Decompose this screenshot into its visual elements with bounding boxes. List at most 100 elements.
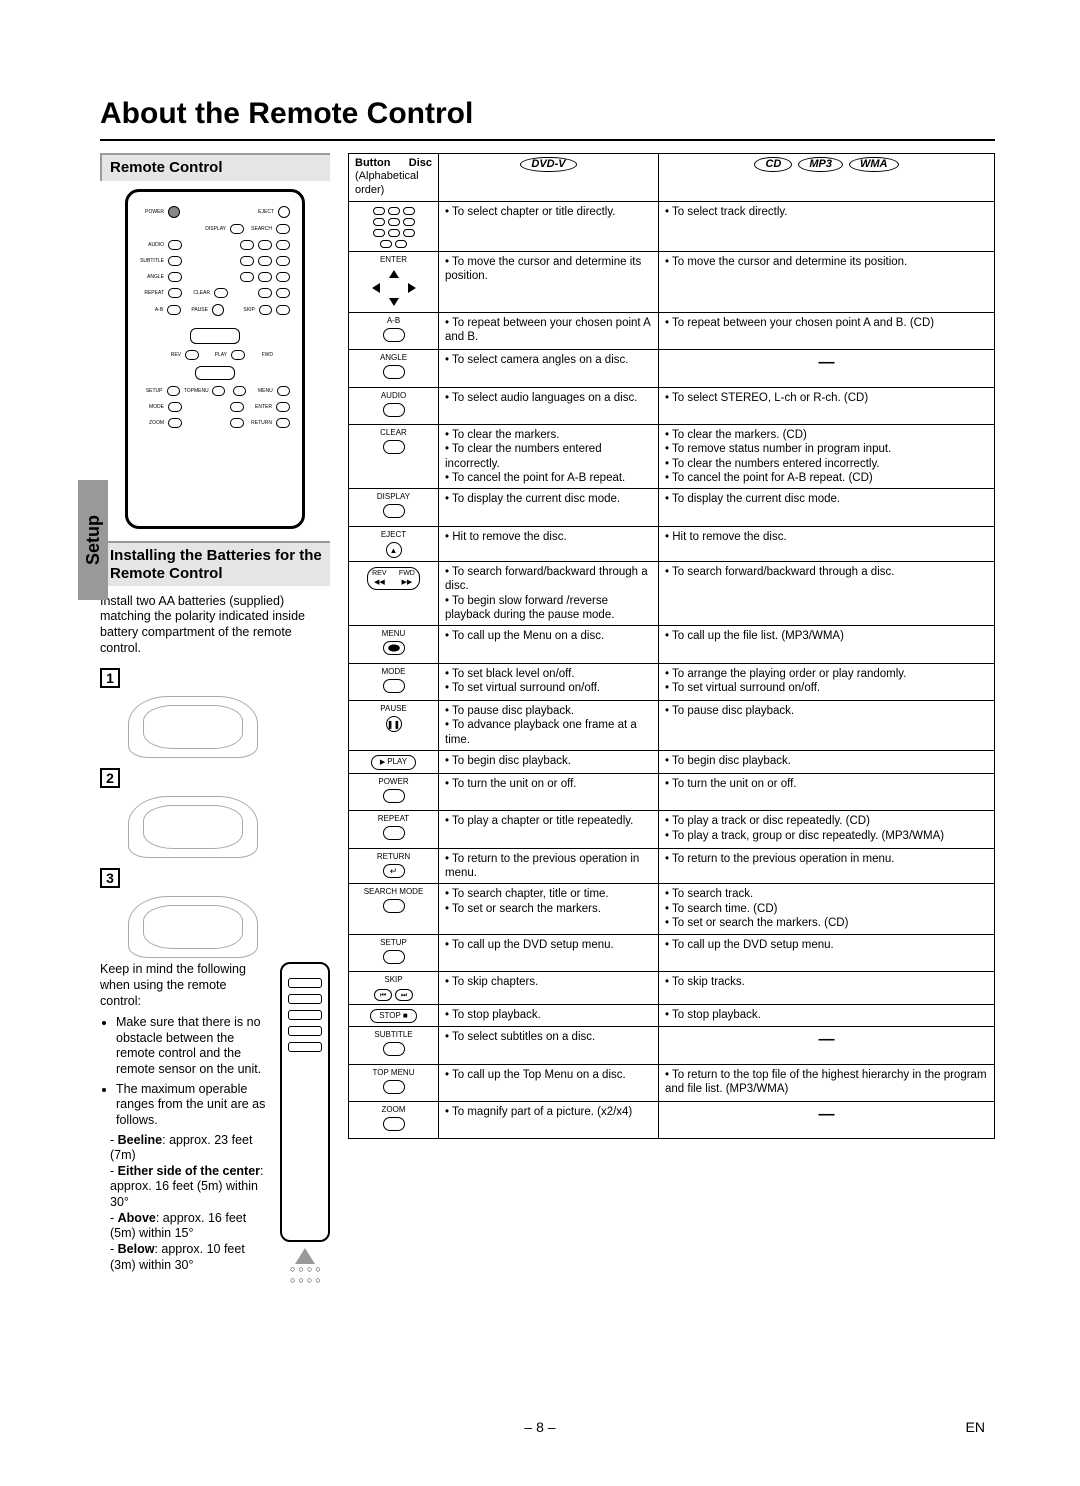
table-row: POWERTo turn the unit on or off.To turn … — [349, 773, 995, 810]
button-cell: SETUP — [349, 934, 439, 971]
button-cell: PAUSE❚❚ — [349, 701, 439, 751]
batteries-heading: Installing the Batteries for the Remote … — [100, 541, 330, 586]
dvd-cell: To call up the Menu on a disc. — [439, 626, 659, 663]
table-row: SKIP⏮⏭To skip chapters.To skip tracks. — [349, 971, 995, 1004]
cd-cell: To select track directly. — [659, 201, 995, 251]
table-row: PLAYTo begin disc playback.To begin disc… — [349, 751, 995, 774]
dvd-cell: To turn the unit on or off. — [439, 773, 659, 810]
dvd-cell: To skip chapters. — [439, 971, 659, 1004]
th-button: Button — [355, 157, 390, 169]
th-disc: Disc — [409, 157, 432, 171]
dvd-cell: To select camera angles on a disc. — [439, 350, 659, 387]
button-cell: STOP ■ — [349, 1005, 439, 1027]
table-row: ANGLETo select camera angles on a disc.— — [349, 350, 995, 387]
range-above: - Above: approx. 16 feet (5m) within 15° — [100, 1211, 270, 1242]
button-cell: ENTER — [349, 251, 439, 312]
range-below: - Below: approx. 10 feet (3m) within 30° — [100, 1242, 270, 1273]
notes-intro: Keep in mind the following when using th… — [100, 962, 270, 1009]
cd-cell: To search forward/backward through a dis… — [659, 561, 995, 626]
button-cell: SEARCH MODE — [349, 884, 439, 934]
button-cell: PLAY — [349, 751, 439, 774]
button-cell: CLEAR — [349, 424, 439, 489]
dvd-cell: To call up the DVD setup menu. — [439, 934, 659, 971]
remote-illustration: POWEREJECT DISPLAYSEARCH AUDIO SUBTITLE … — [125, 189, 305, 529]
dvd-cell: To set black level on/off.To set virtual… — [439, 663, 659, 700]
note-2: The maximum operable ranges from the uni… — [116, 1082, 270, 1129]
button-cell: SUBTITLE — [349, 1027, 439, 1064]
battery-instructions: Install two AA batteries (supplied) matc… — [100, 594, 330, 657]
button-cell: ZOOM — [349, 1102, 439, 1139]
table-row: SUBTITLETo select subtitles on a disc.— — [349, 1027, 995, 1064]
cd-cell: — — [659, 350, 995, 387]
th-button-sub: (Alphabetical order) — [355, 170, 419, 196]
table-row: PAUSE❚❚To pause disc playback.To advance… — [349, 701, 995, 751]
note-1: Make sure that there is no obstacle betw… — [116, 1015, 270, 1078]
button-cell: MODE — [349, 663, 439, 700]
table-row: CLEARTo clear the markers.To clear the n… — [349, 424, 995, 489]
button-cell — [349, 201, 439, 251]
cd-cell: To stop playback. — [659, 1005, 995, 1027]
cd-cell: To search track.To search time. (CD)To s… — [659, 884, 995, 934]
dvd-cell: To search forward/backward through a dis… — [439, 561, 659, 626]
battery-fig-3 — [128, 896, 258, 958]
cd-cell: To skip tracks. — [659, 971, 995, 1004]
button-cell: DISPLAY — [349, 489, 439, 526]
table-row: REV◀◀ FWD▶▶To search forward/backward th… — [349, 561, 995, 626]
dvd-cell: To call up the Top Menu on a disc. — [439, 1064, 659, 1101]
table-row: SETUPTo call up the DVD setup menu.To ca… — [349, 934, 995, 971]
range-side: - Either side of the center: approx. 16 … — [100, 1164, 270, 1211]
remote-control-heading: Remote Control — [100, 153, 330, 182]
table-row: DISPLAYTo display the current disc mode.… — [349, 489, 995, 526]
cd-cell: To pause disc playback. — [659, 701, 995, 751]
dvd-cell: To select subtitles on a disc. — [439, 1027, 659, 1064]
table-row: MODETo set black level on/off.To set vir… — [349, 663, 995, 700]
battery-fig-1 — [128, 696, 258, 758]
left-column: Remote Control POWEREJECT DISPLAYSEARCH … — [100, 153, 330, 1274]
dvd-cell: To stop playback. — [439, 1005, 659, 1027]
dvd-cell: To display the current disc mode. — [439, 489, 659, 526]
dvd-cell: Hit to remove the disc. — [439, 526, 659, 561]
cd-cell: — — [659, 1027, 995, 1064]
button-cell: MENU — [349, 626, 439, 663]
button-cell: REV◀◀ FWD▶▶ — [349, 561, 439, 626]
table-row: AUDIOTo select audio languages on a disc… — [349, 387, 995, 424]
main-layout: Remote Control POWEREJECT DISPLAYSEARCH … — [100, 153, 995, 1274]
button-cell: REPEAT — [349, 811, 439, 848]
cd-cell: To repeat between your chosen point A an… — [659, 312, 995, 349]
button-cell: AUDIO — [349, 387, 439, 424]
cd-cell: To clear the markers. (CD)To remove stat… — [659, 424, 995, 489]
step-1: 1 — [100, 668, 120, 688]
unit-illustration: ○○○○○○○○ — [280, 962, 330, 1242]
dvd-cell: To begin disc playback. — [439, 751, 659, 774]
cd-cell: To select STEREO, L-ch or R-ch. (CD) — [659, 387, 995, 424]
cd-cell: To move the cursor and determine its pos… — [659, 251, 995, 312]
page-lang: EN — [966, 1419, 985, 1437]
button-cell: POWER — [349, 773, 439, 810]
page-number: 8 — [536, 1419, 544, 1435]
dvd-cell: To pause disc playback.To advance playba… — [439, 701, 659, 751]
th-cd-mp3-wma: CD MP3 WMA — [665, 157, 988, 173]
cd-cell: To play a track or disc repeatedly. (CD)… — [659, 811, 995, 848]
cd-cell: To display the current disc mode. — [659, 489, 995, 526]
dvd-cell: To move the cursor and determine its pos… — [439, 251, 659, 312]
table-row: ENTERTo move the cursor and determine it… — [349, 251, 995, 312]
setup-tab: Setup — [78, 480, 108, 600]
cd-cell: — — [659, 1102, 995, 1139]
button-cell: SKIP⏮⏭ — [349, 971, 439, 1004]
dvd-cell: To play a chapter or title repeatedly. — [439, 811, 659, 848]
dvd-cell: To magnify part of a picture. (x2/x4) — [439, 1102, 659, 1139]
dvd-cell: To clear the markers.To clear the number… — [439, 424, 659, 489]
cd-cell: To begin disc playback. — [659, 751, 995, 774]
dvd-cell: To select chapter or title directly. — [439, 201, 659, 251]
range-beeline: - Beeline: approx. 23 feet (7m) — [100, 1133, 270, 1164]
page-title: About the Remote Control — [100, 95, 995, 141]
button-cell: TOP MENU — [349, 1064, 439, 1101]
footer: – 8 – EN — [0, 1419, 1080, 1437]
dvd-cell: To select audio languages on a disc. — [439, 387, 659, 424]
right-column: Button Disc (Alphabetical order) DVD-V C… — [348, 153, 995, 1274]
table-row: RETURN↵To return to the previous operati… — [349, 848, 995, 884]
button-cell: A-B — [349, 312, 439, 349]
cd-cell: To call up the file list. (MP3/WMA) — [659, 626, 995, 663]
dvd-cell: To repeat between your chosen point A an… — [439, 312, 659, 349]
cd-cell: To call up the DVD setup menu. — [659, 934, 995, 971]
